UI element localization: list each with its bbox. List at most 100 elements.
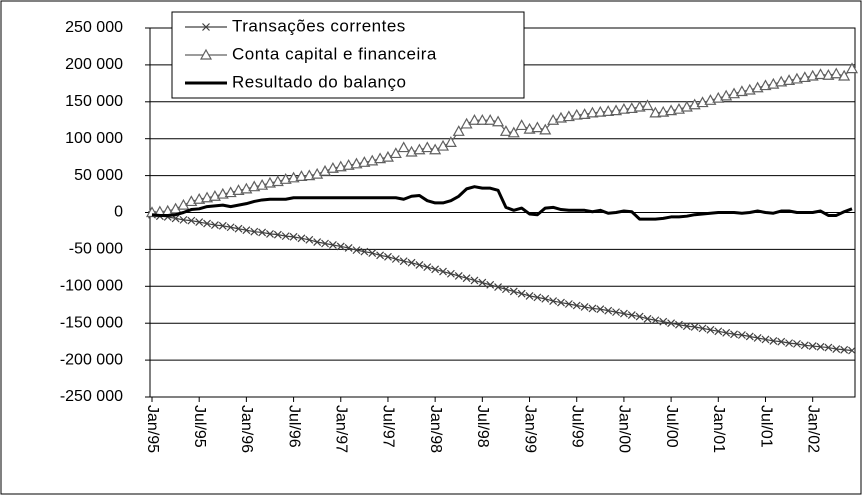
marker [515, 119, 528, 131]
y-tick-label: 200 000 [65, 56, 123, 73]
marker [596, 305, 605, 314]
marker [460, 117, 473, 129]
marker [358, 156, 371, 167]
marker [436, 139, 450, 151]
marker [619, 309, 628, 318]
marker [216, 187, 229, 199]
marker [635, 312, 644, 321]
series [151, 185, 853, 221]
marker [722, 328, 731, 337]
marker [381, 150, 394, 162]
marker [617, 102, 630, 114]
marker [824, 343, 833, 352]
marker [541, 294, 550, 303]
marker [431, 265, 440, 274]
x-tick-label: Jan/98 [427, 405, 444, 453]
marker [848, 346, 856, 355]
marker [790, 72, 803, 84]
legend: Transações correntes Conta capital e fina… [171, 11, 525, 99]
marker [822, 68, 835, 80]
marker [509, 287, 518, 296]
marker [665, 104, 678, 116]
marker [177, 198, 190, 210]
marker [258, 228, 267, 237]
marker [612, 308, 620, 317]
y-tick-label: -50 000 [69, 241, 123, 258]
marker [502, 285, 510, 294]
x-tick-label: Jul/98 [474, 405, 491, 448]
marker [845, 62, 859, 74]
y-tick-label: 250 000 [65, 19, 123, 36]
marker [539, 123, 552, 135]
marker [494, 283, 502, 291]
marker [250, 227, 259, 236]
marker [730, 330, 738, 339]
marker [303, 169, 316, 181]
marker [376, 251, 385, 260]
marker [328, 241, 337, 249]
marker [588, 304, 597, 313]
marker [610, 104, 623, 116]
marker [549, 297, 558, 305]
marker [399, 257, 408, 266]
y-tick-label: 150 000 [65, 93, 123, 110]
x-tick-label: Jan/96 [238, 405, 255, 453]
y-tick-label: 50 000 [74, 167, 123, 184]
marker [484, 114, 497, 125]
marker [374, 152, 387, 164]
marker [667, 319, 676, 328]
marker [326, 161, 339, 173]
marker [735, 85, 748, 97]
marker [675, 320, 683, 329]
x-tick-label: Jan/99 [521, 405, 538, 453]
marker [360, 247, 369, 256]
marker [798, 71, 811, 83]
marker [816, 342, 825, 351]
x-tick-label: Jan/00 [616, 405, 633, 453]
marker [557, 298, 565, 307]
marker [745, 332, 754, 341]
marker [195, 218, 204, 227]
marker [462, 274, 471, 283]
marker [297, 234, 306, 243]
marker [218, 221, 227, 230]
x-tick-label: Jan/95 [144, 405, 161, 453]
marker [313, 238, 322, 246]
marker [492, 115, 505, 127]
marker [187, 216, 196, 225]
marker [800, 341, 809, 350]
x-tick-label: Jan/01 [710, 405, 727, 453]
marker [840, 345, 849, 354]
legend-label: Transações correntes [232, 16, 406, 35]
marker [248, 180, 261, 192]
marker [446, 269, 455, 278]
marker [203, 219, 211, 228]
marker [698, 324, 707, 333]
marker [478, 278, 487, 287]
marker [311, 167, 324, 179]
marker [706, 325, 715, 334]
x-tick-label: Jul/00 [663, 405, 680, 448]
marker [384, 252, 392, 261]
y-tick-label: -100 000 [60, 278, 123, 295]
marker [169, 202, 182, 214]
line [151, 214, 853, 352]
marker [334, 160, 347, 172]
y-tick-label: -250 000 [60, 388, 123, 405]
marker [633, 100, 646, 112]
marker [785, 339, 794, 348]
marker [397, 141, 410, 153]
marker [604, 306, 613, 315]
marker [287, 171, 300, 183]
marker [281, 232, 290, 241]
legend-box [171, 11, 525, 99]
marker [759, 79, 772, 91]
marker [769, 336, 778, 345]
marker [352, 246, 361, 255]
marker [525, 291, 534, 300]
x-tick-label: Jul/99 [568, 405, 585, 448]
x-tick-label: Jul/97 [380, 405, 397, 448]
marker [499, 125, 512, 136]
x-tick-label: Jul/01 [757, 405, 774, 448]
marker [336, 242, 345, 251]
